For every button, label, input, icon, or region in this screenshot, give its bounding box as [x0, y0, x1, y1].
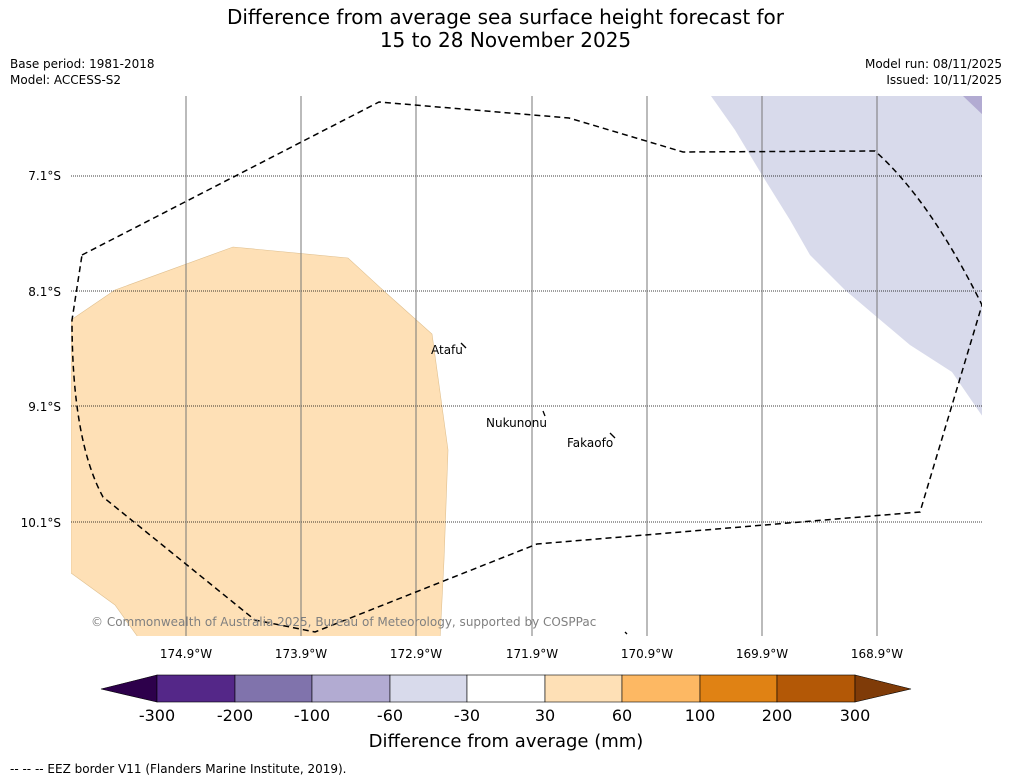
place-atafu: Atafu — [431, 343, 463, 357]
lon-label: 169.9°W — [736, 647, 788, 661]
lon-labels: 174.9°W 173.9°W 172.9°W 171.9°W 170.9°W … — [160, 647, 903, 661]
title-line-2: 15 to 28 November 2025 — [379, 28, 632, 52]
colorbar-tick: -100 — [294, 706, 330, 725]
nukunonu-atoll — [542, 410, 546, 417]
colorbar-bin — [699, 674, 778, 703]
anomaly-region-minus-60-minus-30mm — [711, 96, 982, 416]
lon-label: 171.9°W — [506, 647, 558, 661]
lat-label: 7.1°S — [28, 169, 61, 183]
base-period: Base period: 1981-2018 — [10, 57, 155, 71]
colorbar-tick: 30 — [535, 706, 555, 725]
place-nukunonu: Nukunonu — [486, 416, 547, 430]
islet — [624, 631, 628, 635]
issued-date: Issued: 10/11/2025 — [886, 73, 1002, 87]
fakaofo-atoll — [609, 432, 616, 439]
lat-labels: 7.1°S 8.1°S 9.1°S 10.1°S — [21, 169, 61, 530]
colorbar-tick: 300 — [840, 706, 871, 725]
lon-label: 174.9°W — [160, 647, 212, 661]
colorbar-bin — [389, 674, 468, 703]
colorbar-tick: -200 — [217, 706, 253, 725]
copyright-watermark: © Commonwealth of Australia 2025, Bureau… — [91, 615, 596, 629]
lat-label: 8.1°S — [28, 285, 61, 299]
anomaly-region-minus-100-minus-60mm — [963, 96, 982, 115]
colorbar-tick: 200 — [762, 706, 793, 725]
lon-label: 170.9°W — [621, 647, 673, 661]
colorbar-bin — [621, 674, 701, 703]
colorbar-extend-low — [100, 674, 158, 703]
lat-label: 10.1°S — [21, 516, 61, 530]
title-line-1: Difference from average sea surface heig… — [226, 5, 785, 29]
colorbar-extend-high — [854, 674, 912, 703]
meta-left: Base period: 1981-2018 Model: ACCESS-S2 — [10, 56, 155, 88]
colorbar-tick: 100 — [685, 706, 716, 725]
colorbar — [100, 674, 912, 703]
colorbar-tick: -300 — [139, 706, 175, 725]
meta-right: Model run: 08/11/2025 Issued: 10/11/2025 — [865, 56, 1002, 88]
atafu-atoll — [460, 342, 467, 349]
map-figure: Atafu Nukunonu Fakaofo © Commonwealth of… — [21, 96, 982, 752]
colorbar-bin — [466, 674, 546, 703]
place-fakaofo: Fakaofo — [567, 436, 613, 450]
eez-border-legend: -- -- -- EEZ border V11 (Flanders Marine… — [10, 762, 347, 776]
model-name: Model: ACCESS-S2 — [10, 73, 122, 87]
colorbar-ticks: -300 -200 -100 -60 -30 30 60 100 200 300 — [139, 706, 870, 725]
atolls — [460, 342, 628, 635]
lon-label: 172.9°W — [390, 647, 442, 661]
eez-border — [71, 101, 982, 633]
lat-label: 9.1°S — [28, 400, 61, 414]
lon-label: 168.9°W — [851, 647, 903, 661]
colorbar-bin — [544, 674, 623, 703]
colorbar-bin — [311, 674, 391, 703]
colorbar-tick: -30 — [454, 706, 480, 725]
colorbar-tick: -60 — [377, 706, 403, 725]
colorbar-tick: 60 — [612, 706, 632, 725]
map-area: Atafu Nukunonu Fakaofo © Commonwealth of… — [71, 96, 982, 636]
colorbar-bin — [234, 674, 313, 703]
model-run: Model run: 08/11/2025 — [864, 57, 1002, 71]
chart-title: Difference from average sea surface heig… — [0, 6, 1011, 52]
lon-label: 173.9°W — [275, 647, 327, 661]
anomaly-region-30-60mm — [71, 246, 449, 636]
colorbar-bin — [156, 674, 236, 703]
colorbar-bin — [776, 674, 856, 703]
colorbar-label: Difference from average (mm) — [369, 731, 644, 752]
